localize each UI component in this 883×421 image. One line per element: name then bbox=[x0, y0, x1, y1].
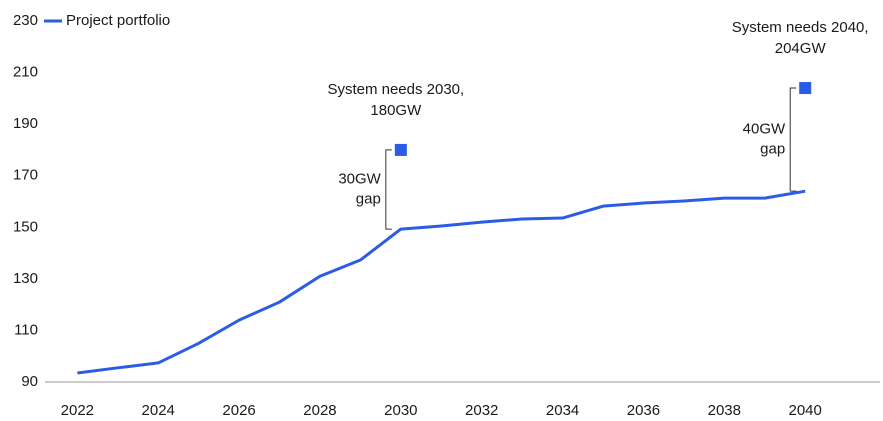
y-tick-label: 210 bbox=[13, 64, 38, 81]
gap-bracket bbox=[385, 149, 392, 230]
y-tick-label: 170 bbox=[13, 167, 38, 184]
x-tick-label: 2040 bbox=[789, 402, 822, 419]
x-tick-label: 2036 bbox=[627, 402, 660, 419]
target-label: 204GW bbox=[775, 40, 827, 57]
gap-label: 40GW bbox=[743, 121, 786, 138]
y-tick-label: 230 bbox=[13, 12, 38, 29]
x-tick-label: 2022 bbox=[61, 402, 94, 419]
gap-bracket bbox=[789, 87, 797, 192]
y-tick-label: 150 bbox=[13, 218, 38, 235]
y-tick-label: 90 bbox=[21, 373, 38, 390]
x-tick-label: 2030 bbox=[384, 402, 417, 419]
target-label: 180GW bbox=[370, 102, 422, 119]
x-tick-label: 2024 bbox=[142, 402, 175, 419]
x-tick-label: 2032 bbox=[465, 402, 498, 419]
y-tick-label: 130 bbox=[13, 270, 38, 287]
target-label: System needs 2040, bbox=[732, 19, 869, 36]
target-marker bbox=[799, 82, 812, 95]
gap-label: gap bbox=[760, 141, 785, 158]
gap-label: gap bbox=[356, 190, 381, 207]
y-tick-label: 110 bbox=[14, 321, 38, 338]
x-tick-label: 2038 bbox=[708, 402, 741, 419]
legend-label: Project portfolio bbox=[66, 12, 170, 29]
gap-label: 30GW bbox=[338, 170, 381, 187]
x-tick-label: 2028 bbox=[303, 402, 336, 419]
series-line bbox=[77, 189, 806, 375]
x-tick-label: 2026 bbox=[222, 402, 255, 419]
y-tick-label: 190 bbox=[13, 115, 38, 132]
target-marker bbox=[394, 143, 407, 156]
x-tick-label: 2034 bbox=[546, 402, 579, 419]
target-label: System needs 2030, bbox=[327, 81, 464, 98]
